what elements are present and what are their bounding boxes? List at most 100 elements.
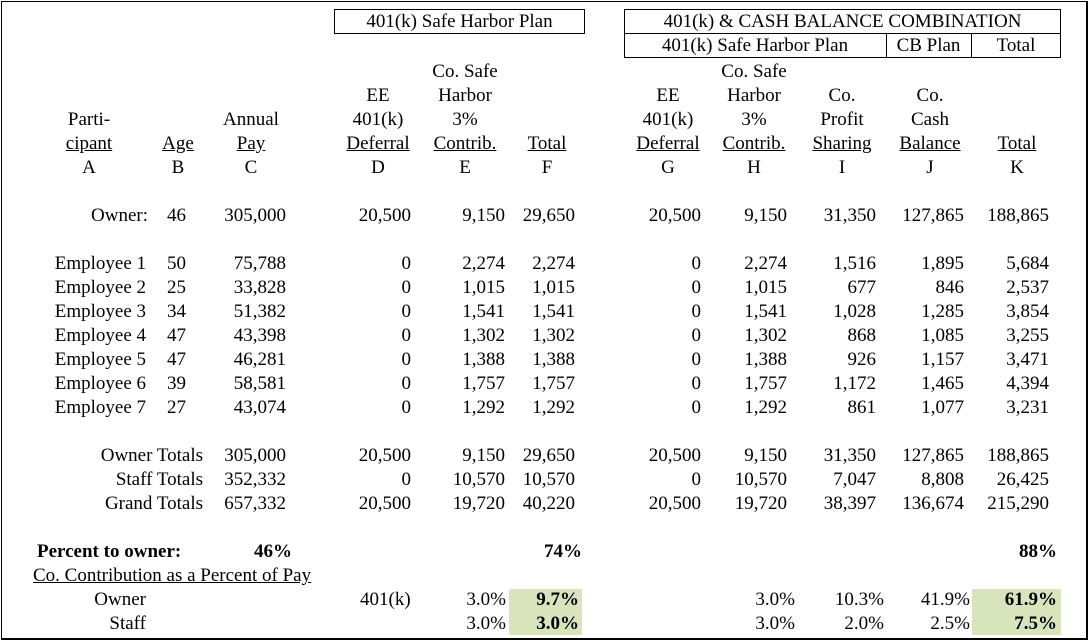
column-header-h-line-2: 3% [741,109,767,130]
pct-owner-plan: 401(k) [360,589,411,610]
employee-row-2-cell-4: 1,015 [532,277,575,298]
column-letter-a: A [82,157,96,178]
column-header-i-line-3: Sharing [812,133,872,154]
employee-row-6-label: Employee 6 [54,373,146,394]
column-header-d-line-1: EE [366,85,390,106]
column-header-b-line-3: Age [162,133,194,154]
column-header-k-line-3: Total [997,133,1037,154]
column-letter-c: C [244,157,258,178]
employee-row-5-cell-2: 0 [401,349,412,370]
employee-row-5-cell-6: 1,388 [744,349,787,370]
employee-row-4-cell-0: 47 [167,325,186,346]
employee-row-1-cell-2: 0 [401,253,412,274]
employee-row-6-cell-3: 1,757 [462,373,505,394]
column-header-g-line-1: EE [656,85,680,106]
employee-row-7-label: Employee 7 [54,397,146,418]
employee-row-4-cell-2: 0 [401,325,412,346]
employee-row-7-cell-3: 1,292 [462,397,505,418]
totals-row-2-cell-6: 10,570 [734,469,787,490]
employee-row-6-cell-4: 1,757 [532,373,575,394]
employee-row-2-cell-5: 0 [691,277,702,298]
column-letter-j: J [926,157,934,178]
column-header-c-line-2: Annual [223,109,279,130]
pct-owner-j: 41.9% [920,589,970,610]
column-letter-d: D [371,157,385,178]
column-header-e-line-1: Harbor [438,85,492,106]
employee-row-3-cell-4: 1,541 [532,301,575,322]
column-header-a-line-2: Parti- [67,109,111,130]
employee-row-5-cell-9: 3,471 [1006,349,1049,370]
employee-row-6-cell-1: 58,581 [233,373,286,394]
combination-sub-divider-2 [971,33,972,58]
percent-to-owner-safe-harbor: 74% [544,541,582,562]
totals-row-3-cell-2: 20,500 [358,493,411,514]
owner-row-cell-5: 20,500 [648,205,701,226]
employee-row-3-cell-2: 0 [401,301,412,322]
employee-row-6-cell-8: 1,465 [921,373,964,394]
owner-row-cell-6: 9,150 [744,205,787,226]
pct-owner-h: 3.0% [755,589,795,610]
column-header-i-line-2: Profit [820,109,864,130]
employee-row-2-cell-2: 0 [401,277,412,298]
employee-row-4-cell-5: 0 [691,325,702,346]
totals-row-1-label: Owner Totals [100,445,203,466]
employee-row-5-cell-0: 47 [167,349,186,370]
employee-row-3-cell-0: 34 [167,301,186,322]
percent-to-owner-pay: 46% [254,541,292,562]
employee-row-3-cell-1: 51,382 [233,301,286,322]
employee-row-7-cell-9: 3,231 [1006,397,1049,418]
combination-sub-total: Total [996,35,1036,56]
pct-owner-k: 61.9% [1004,589,1057,610]
employee-row-4-cell-8: 1,085 [921,325,964,346]
employee-row-4-label: Employee 4 [54,325,146,346]
employee-row-7-cell-7: 861 [847,397,877,418]
employee-row-1-cell-6: 2,274 [744,253,787,274]
employee-row-1-cell-8: 1,895 [921,253,964,274]
employee-row-2-cell-8: 846 [935,277,965,298]
totals-row-2-cell-3: 10,570 [452,469,505,490]
column-header-d-line-3: Deferral [346,133,410,154]
totals-row-2-cell-2: 0 [401,469,412,490]
employee-row-6-cell-7: 1,172 [833,373,876,394]
owner-row-cell-8: 127,865 [902,205,964,226]
pct-owner-label: Owner [94,589,146,610]
highlight-owner-f [509,589,582,635]
employee-row-3-cell-6: 1,541 [744,301,787,322]
pct-owner-i: 10.3% [834,589,884,610]
employee-row-6-cell-2: 0 [401,373,412,394]
employee-row-6-cell-9: 4,394 [1006,373,1049,394]
totals-row-1-cell-1: 305,000 [224,445,286,466]
employee-row-6-cell-5: 0 [691,373,702,394]
pct-owner-e: 3.0% [466,589,506,610]
pct-owner-f: 9.7% [536,589,579,610]
owner-row-cell-3: 9,150 [462,205,505,226]
employee-row-7-cell-1: 43,074 [233,397,286,418]
column-letter-g: G [661,157,675,178]
totals-row-1-cell-3: 9,150 [462,445,505,466]
employee-row-4-cell-6: 1,302 [744,325,787,346]
percent-to-owner-combo: 88% [1019,541,1057,562]
totals-row-1-cell-7: 31,350 [823,445,876,466]
column-header-a-line-3: cipant [65,133,113,154]
employee-row-3-cell-8: 1,285 [921,301,964,322]
employee-row-1-cell-7: 1,516 [833,253,876,274]
pct-staff-k: 7.5% [1014,613,1057,634]
column-letter-i: I [838,157,846,178]
employee-row-6-cell-6: 1,757 [744,373,787,394]
column-header-e-line-3: Contrib. [433,133,497,154]
employee-row-2-cell-3: 1,015 [462,277,505,298]
totals-row-1-cell-2: 20,500 [358,445,411,466]
employee-row-2-cell-6: 1,015 [744,277,787,298]
employee-row-2-cell-0: 25 [167,277,186,298]
totals-row-1-cell-8: 127,865 [902,445,964,466]
column-header-j-line-1: Co. [916,85,944,106]
employee-row-2-cell-7: 677 [847,277,877,298]
employee-row-5-label: Employee 5 [54,349,146,370]
employee-row-5-cell-3: 1,388 [462,349,505,370]
employee-row-3-label: Employee 3 [54,301,146,322]
column-letter-b: B [171,157,185,178]
employee-row-1-label: Employee 1 [54,253,146,274]
totals-row-1-cell-6: 9,150 [744,445,787,466]
totals-row-3-cell-7: 38,397 [823,493,876,514]
totals-row-3-cell-1: 657,332 [224,493,286,514]
